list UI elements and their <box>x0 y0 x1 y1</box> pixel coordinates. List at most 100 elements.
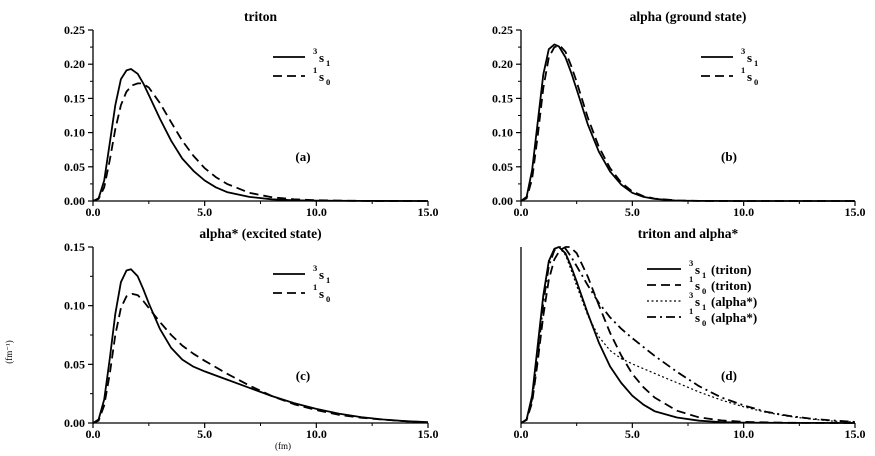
legend-subscript: 1 <box>702 302 706 312</box>
series-line <box>520 43 855 202</box>
y-tick-label: 0.00 <box>492 194 513 208</box>
legend-superscript: 3 <box>689 290 693 300</box>
series-line <box>520 44 855 202</box>
x-tick-label: 10.0 <box>733 205 754 219</box>
legend-item: 3 s 1 (alpha*) <box>647 290 757 312</box>
legend-superscript: 3 <box>313 263 317 273</box>
x-tick-label: 10.0 <box>733 427 754 441</box>
series-line <box>92 68 429 202</box>
x-tick-label: 5.0 <box>197 205 212 219</box>
legend-label: s <box>319 286 324 301</box>
y-tick-label: 0.15 <box>64 91 85 105</box>
x-tick-label: 0.0 <box>514 205 529 219</box>
x-tick-label: 0.0 <box>514 427 529 441</box>
panel-tag: (c) <box>296 368 310 383</box>
y-tick-label: 0.20 <box>64 57 85 71</box>
chart-title: alpha* (excited state) <box>199 226 321 241</box>
x-tick-label: 5.0 <box>625 427 640 441</box>
x-tick-label: 15.0 <box>845 427 866 441</box>
y-tick-label: 0.05 <box>492 160 513 174</box>
legend-superscript: 1 <box>741 65 745 75</box>
legend-subscript: 0 <box>702 286 706 296</box>
x-tick-label: 10.0 <box>306 205 327 219</box>
chart-panel-4: triton and alpha*0.0 5.0 10.0 15.03 s 1 (trito… <box>514 226 866 441</box>
y-tick-label: 0.05 <box>64 357 85 371</box>
chart-title: triton <box>244 9 277 24</box>
legend-label: s <box>695 294 700 309</box>
series-line <box>92 268 429 424</box>
legend-subscript: 1 <box>326 275 330 285</box>
panel-tag: (d) <box>721 368 737 383</box>
series-line <box>520 246 856 424</box>
legend-superscript: 1 <box>689 306 693 316</box>
legend-superscript: 3 <box>689 258 693 268</box>
legend-suffix: (alpha*) <box>711 294 757 309</box>
y-tick-label: 0.00 <box>64 416 85 430</box>
y-tick-label: 0.10 <box>492 126 513 140</box>
legend-subscript: 1 <box>702 270 706 280</box>
panel-tag: (b) <box>721 149 737 164</box>
panel-tag: (a) <box>295 149 310 164</box>
legend-label: s <box>319 50 324 65</box>
legend-suffix: (triton) <box>711 278 751 293</box>
y-axis-unit-label: (fm⁻¹) <box>4 340 14 363</box>
legend-superscript: 1 <box>689 274 693 284</box>
legend-label: s <box>319 69 324 84</box>
y-tick-label: 0.25 <box>492 23 513 37</box>
legend-suffix: (triton) <box>711 262 751 277</box>
legend-label: s <box>747 69 752 84</box>
chart-title: triton and alpha* <box>638 226 739 241</box>
legend-label: s <box>695 278 700 293</box>
legend-label: s <box>695 310 700 325</box>
x-axis-unit-label: (fm) <box>275 441 291 451</box>
x-tick-label: 10.0 <box>306 427 327 441</box>
y-tick-label: 0.05 <box>64 160 85 174</box>
legend-label: s <box>747 50 752 65</box>
y-tick-label: 0.20 <box>492 57 513 71</box>
series-line <box>520 246 856 424</box>
series-line <box>520 246 856 424</box>
series-line <box>92 292 429 424</box>
legend-superscript: 1 <box>313 65 317 75</box>
y-tick-label: 0.15 <box>492 91 513 105</box>
chart-panel-1: triton 0.0 5.0 10.0 15.0 0.00 0.05 0.10 0.15 0.20… <box>64 9 439 219</box>
legend-item: 3 s 1 (triton) <box>647 258 751 280</box>
x-tick-label: 15.0 <box>418 205 439 219</box>
x-tick-label: 0.0 <box>86 205 101 219</box>
y-tick-label: 0.10 <box>64 299 85 313</box>
legend-subscript: 0 <box>754 77 758 87</box>
x-tick-label: 15.0 <box>845 205 866 219</box>
legend-subscript: 0 <box>702 318 706 328</box>
x-tick-label: 15.0 <box>418 427 439 441</box>
x-tick-label: 5.0 <box>197 427 212 441</box>
chart-panel-2: alpha (ground state) 0.0 5.0 10.0 15.0 0.00 0.… <box>492 9 866 219</box>
x-tick-label: 5.0 <box>625 205 640 219</box>
legend-item: 1 s 0 (alpha*) <box>647 306 757 328</box>
legend-superscript: 1 <box>313 282 317 292</box>
legend-superscript: 3 <box>313 46 317 56</box>
x-tick-label: 0.0 <box>86 427 101 441</box>
legend-suffix: (alpha*) <box>711 310 757 325</box>
y-tick-label: 0.00 <box>64 194 85 208</box>
chart-panel-3: alpha* (excited state) 0.0 5.0 10.0 15.0 0.00… <box>64 226 439 441</box>
legend-subscript: 1 <box>754 58 758 68</box>
y-tick-label: 0.15 <box>64 240 85 254</box>
legend-item: 1 s 0 (triton) <box>647 274 751 296</box>
legend-subscript: 1 <box>326 58 330 68</box>
legend-label: s <box>695 262 700 277</box>
series-line <box>92 82 429 202</box>
chart-title: alpha (ground state) <box>630 9 747 24</box>
legend-superscript: 3 <box>741 46 745 56</box>
y-tick-label: 0.10 <box>64 126 85 140</box>
legend-label: s <box>319 267 324 282</box>
legend-subscript: 0 <box>326 77 330 87</box>
legend-subscript: 0 <box>326 294 330 304</box>
series-line <box>520 246 856 424</box>
